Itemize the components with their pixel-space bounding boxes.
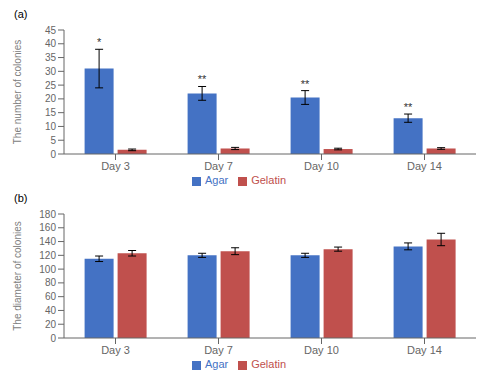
svg-text:180: 180 xyxy=(39,209,56,220)
html-text:(a): (a) xyxy=(14,8,28,20)
html-text:Agar: Agar xyxy=(204,174,229,186)
svg-text:40: 40 xyxy=(45,305,57,316)
svg-text:The diameter of colonies: The diameter of colonies xyxy=(12,221,23,331)
svg-text:25: 25 xyxy=(45,80,57,91)
svg-text:40: 40 xyxy=(45,38,57,49)
svg-text:100: 100 xyxy=(39,264,56,275)
svg-text:5: 5 xyxy=(50,135,56,146)
svg-text:Day 3: Day 3 xyxy=(101,344,130,356)
svg-text:**: ** xyxy=(198,73,207,85)
svg-text:45: 45 xyxy=(45,25,57,36)
svg-text:Day 10: Day 10 xyxy=(304,344,339,356)
html-text:Gelatin: Gelatin xyxy=(251,174,286,186)
svg-text:20: 20 xyxy=(45,93,57,104)
svg-text:80: 80 xyxy=(45,277,57,288)
svg-text:10: 10 xyxy=(45,121,57,132)
svg-text:Day 10: Day 10 xyxy=(304,160,339,172)
svg-text:Day 3: Day 3 xyxy=(101,160,130,172)
svg-text:Day 14: Day 14 xyxy=(407,160,442,172)
html-text:(b): (b) xyxy=(14,192,28,204)
svg-text:30: 30 xyxy=(45,66,57,77)
svg-text:Day 7: Day 7 xyxy=(204,160,233,172)
svg-text:Day 14: Day 14 xyxy=(407,344,442,356)
html-text:Gelatin: Gelatin xyxy=(251,358,286,370)
svg-text:140: 140 xyxy=(39,236,56,247)
svg-text:0: 0 xyxy=(50,333,56,344)
svg-text:20: 20 xyxy=(45,319,57,330)
svg-text:35: 35 xyxy=(45,52,57,63)
svg-text:Day 7: Day 7 xyxy=(204,344,233,356)
svg-text:160: 160 xyxy=(39,222,56,233)
svg-text:The number of colonies: The number of colonies xyxy=(12,40,23,145)
svg-text:15: 15 xyxy=(45,107,57,118)
html-text:Agar: Agar xyxy=(204,358,229,370)
svg-text:0: 0 xyxy=(50,149,56,160)
svg-text:**: ** xyxy=(301,78,310,90)
svg-text:120: 120 xyxy=(39,250,56,261)
svg-text:**: ** xyxy=(404,101,413,113)
svg-text:60: 60 xyxy=(45,291,57,302)
svg-text:*: * xyxy=(97,36,102,48)
